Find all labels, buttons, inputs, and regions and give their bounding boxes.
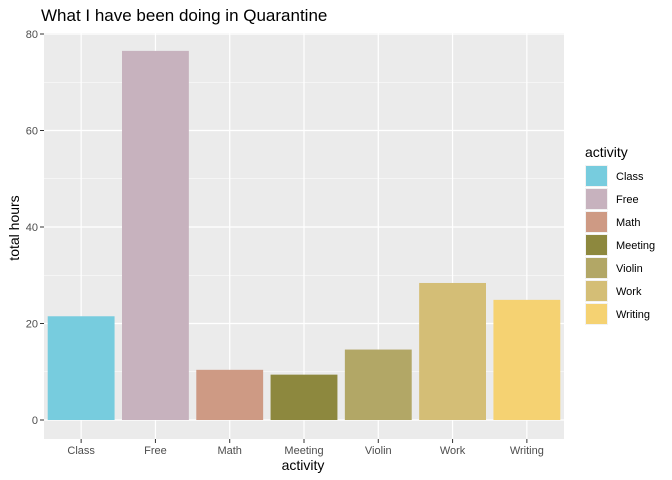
x-tick-label: Writing (510, 445, 544, 457)
chart-title: What I have been doing in Quarantine (41, 6, 327, 25)
legend-label: Work (616, 286, 642, 298)
bar-violin (344, 349, 412, 420)
bar-free (122, 50, 189, 420)
bar-work (419, 282, 486, 420)
legend-label: Writing (616, 309, 650, 321)
legend-label: Meeting (616, 240, 655, 252)
x-tick-label: Meeting (284, 445, 323, 457)
y-axis: 0 20 40 60 80 (26, 29, 44, 427)
legend-key-class (586, 166, 607, 186)
x-tick-label: Math (217, 445, 241, 457)
legend-label: Math (616, 217, 640, 229)
x-tick-label: Violin (365, 445, 392, 457)
legend-key-free (586, 189, 607, 209)
x-tick-label: Work (440, 445, 466, 457)
bar-meeting (270, 374, 338, 420)
y-tick-label: 20 (26, 319, 38, 331)
x-axis: Class Free Math Meeting Violin Work Writing (67, 439, 544, 457)
y-tick-label: 0 (32, 415, 38, 427)
legend-key-violin (586, 258, 607, 278)
legend-key-work (586, 281, 607, 301)
y-tick-label: 60 (26, 126, 38, 138)
bars (47, 50, 561, 420)
legend-title: activity (585, 144, 628, 160)
y-tick-label: 40 (26, 222, 38, 234)
y-axis-title: total hours (6, 195, 22, 260)
bar-math (196, 369, 264, 420)
y-tick-label: 80 (26, 29, 38, 41)
legend-label: Free (616, 194, 639, 206)
legend-key-math (586, 212, 607, 232)
bar-class (47, 316, 115, 420)
legend: activity Class Free Math Meeting Violin Work W… (585, 144, 655, 325)
bar-writing (493, 299, 561, 420)
legend-label: Violin (616, 263, 643, 275)
legend-key-meeting (586, 235, 607, 255)
x-axis-title: activity (282, 457, 325, 473)
x-tick-label: Class (67, 445, 95, 457)
legend-key-writing (586, 304, 607, 324)
x-tick-label: Free (144, 445, 167, 457)
legend-label: Class (616, 171, 644, 183)
